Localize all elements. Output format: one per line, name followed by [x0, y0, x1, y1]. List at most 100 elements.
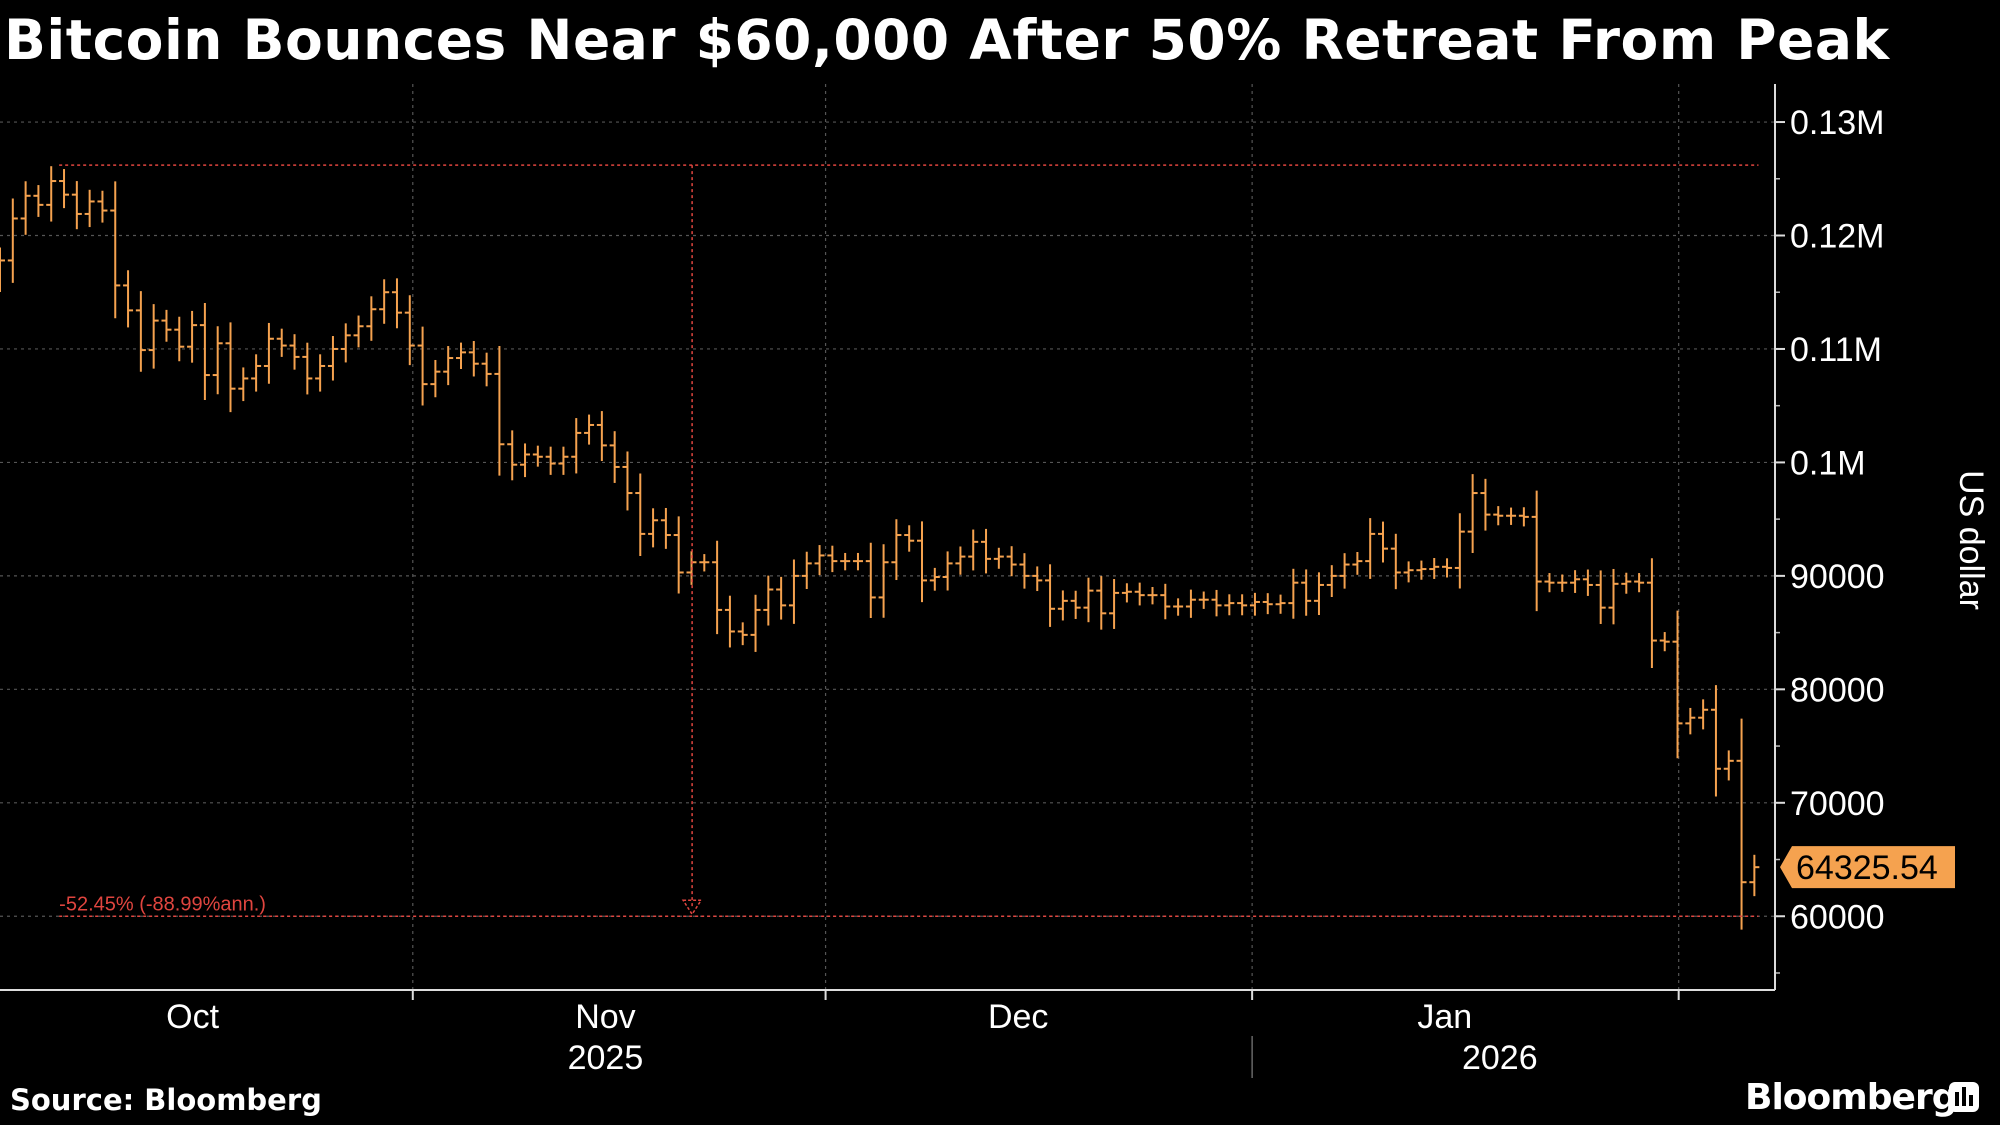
ohlc-bar [404, 295, 415, 366]
ohlc-bar [1147, 586, 1158, 605]
ohlc-bar [84, 189, 95, 228]
ohlc-bar [212, 326, 223, 395]
ohlc-bar [622, 451, 633, 511]
y-tick-label: 70000 [1790, 785, 1885, 823]
y-tick-label: 90000 [1790, 558, 1885, 596]
ohlc-bar [1634, 573, 1645, 593]
last-value-badge: 64325.54 [1780, 846, 1955, 889]
ohlc-bar [1211, 589, 1222, 617]
bloomberg-logo: Bloomberg [1745, 1077, 1957, 1118]
ohlc-bar [0, 247, 5, 293]
ohlc-bar [1006, 546, 1017, 577]
ohlc-bar [110, 181, 121, 319]
ohlc-bar [571, 418, 582, 474]
ohlc-bar [59, 169, 70, 209]
ohlc-bar [763, 575, 774, 626]
ohlc-bar [1173, 598, 1184, 616]
ohlc-bar [1403, 561, 1414, 583]
ohlc-bar [1557, 574, 1568, 592]
ohlc-bar [1057, 590, 1068, 621]
ohlc-bar [174, 316, 185, 362]
ohlc-bar [712, 540, 723, 635]
x-year-label: 2026 [1462, 1039, 1538, 1077]
ohlc-bar [865, 542, 876, 619]
ohlc-bar [1442, 558, 1453, 578]
ohlc-bar [1570, 570, 1581, 593]
ohlc-bar [545, 446, 556, 475]
price-bars [0, 166, 1760, 930]
ohlc-bar [238, 367, 249, 402]
ohlc-bar [1275, 594, 1286, 614]
ohlc-bar [955, 546, 966, 575]
ohlc-bar [225, 322, 236, 413]
ohlc-bar [1672, 610, 1683, 759]
ohlc-bar [1390, 533, 1401, 590]
ohlc-bar [660, 507, 671, 549]
x-month-label: Nov [575, 998, 635, 1036]
ohlc-bar [340, 323, 351, 363]
drawdown-annotation: -52.45% (-88.99%ann.) [59, 164, 1759, 918]
ohlc-bar [97, 190, 108, 223]
grid-lines [0, 84, 1775, 990]
ohlc-bar [520, 443, 531, 478]
ohlc-bar [1339, 553, 1350, 589]
source-label: Source: Bloomberg [10, 1083, 322, 1117]
y-tick-label: 0.11M [1790, 331, 1882, 369]
ohlc-bar [468, 341, 479, 377]
ohlc-bar [878, 544, 889, 618]
ohlc-bar [827, 545, 838, 573]
ohlc-bar [353, 315, 364, 348]
ohlc-bar [289, 334, 300, 370]
ohlc-bar [993, 547, 1004, 569]
ohlc-bar [1723, 750, 1734, 781]
drawdown-annotation-label: -52.45% (-88.99%ann.) [59, 893, 266, 915]
drawdown-arrowhead [681, 899, 703, 916]
ohlc-bar [609, 431, 620, 483]
ohlc-bar [33, 185, 44, 217]
ohlc-bar [1659, 632, 1670, 652]
ohlc-bar [276, 328, 287, 357]
y-tick-label: 0.13M [1790, 104, 1885, 142]
ohlc-bar [199, 302, 210, 400]
bloomberg-terminal-icon [1949, 1082, 1979, 1112]
ohlc-bar [648, 508, 659, 548]
last-value-badge-bg [1780, 846, 1955, 889]
ohlc-bar [148, 304, 159, 369]
ohlc-bar [584, 414, 595, 445]
ohlc-bar [161, 309, 172, 342]
ohlc-bar [443, 346, 454, 386]
ohlc-bar [852, 552, 863, 571]
ohlc-bar [1506, 507, 1517, 525]
ohlc-bar [379, 279, 390, 324]
ohlc-bar [558, 446, 569, 475]
ohlc-bar [750, 594, 761, 652]
ohlc-bar [1083, 577, 1094, 623]
ohlc-bar [1313, 572, 1324, 616]
ohlc-bar [1531, 490, 1542, 612]
ohlc-bar [814, 545, 825, 576]
ohlc-bar [1096, 576, 1107, 630]
ohlc-bar [1288, 568, 1299, 619]
ohlc-bar [904, 525, 915, 552]
ohlc-bar [1326, 565, 1337, 598]
ohlc-bar [1301, 569, 1312, 616]
ohlc-bar [788, 559, 799, 624]
ohlc-bar [635, 473, 646, 556]
y-tick-label: 80000 [1790, 671, 1885, 709]
ohlc-bar [1032, 566, 1043, 592]
ohlc-bar [366, 296, 377, 341]
ohlc-bar [1224, 594, 1235, 616]
ohlc-bar [673, 516, 684, 594]
ohlc-bar [1582, 569, 1593, 596]
ohlc-bar [455, 342, 466, 370]
x-year-label: 2025 [568, 1039, 644, 1077]
ohlc-bar [1160, 583, 1171, 620]
ohlc-bar [1237, 594, 1248, 616]
ohlc-bar [840, 552, 851, 571]
ohlc-bar [1736, 718, 1747, 930]
ohlc-bar [123, 270, 134, 328]
ohlc-bar [981, 528, 992, 574]
ohlc-bar [20, 181, 31, 235]
ohlc-bar [1544, 573, 1555, 593]
